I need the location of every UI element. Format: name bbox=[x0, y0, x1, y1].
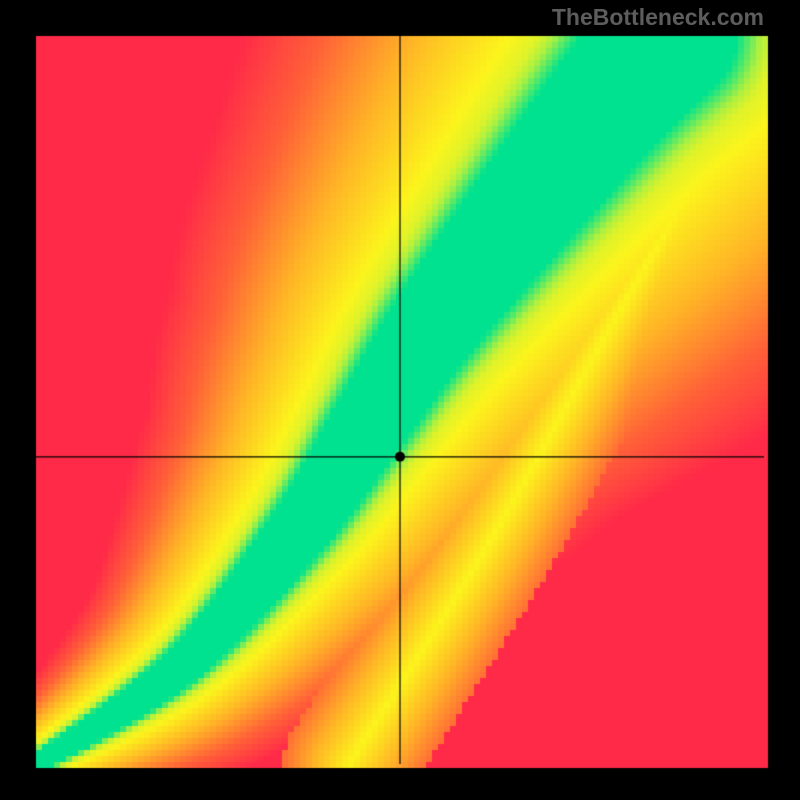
watermark-text: TheBottleneck.com bbox=[552, 4, 764, 31]
chart-container: TheBottleneck.com bbox=[0, 0, 800, 800]
bottleneck-heatmap bbox=[0, 0, 800, 800]
